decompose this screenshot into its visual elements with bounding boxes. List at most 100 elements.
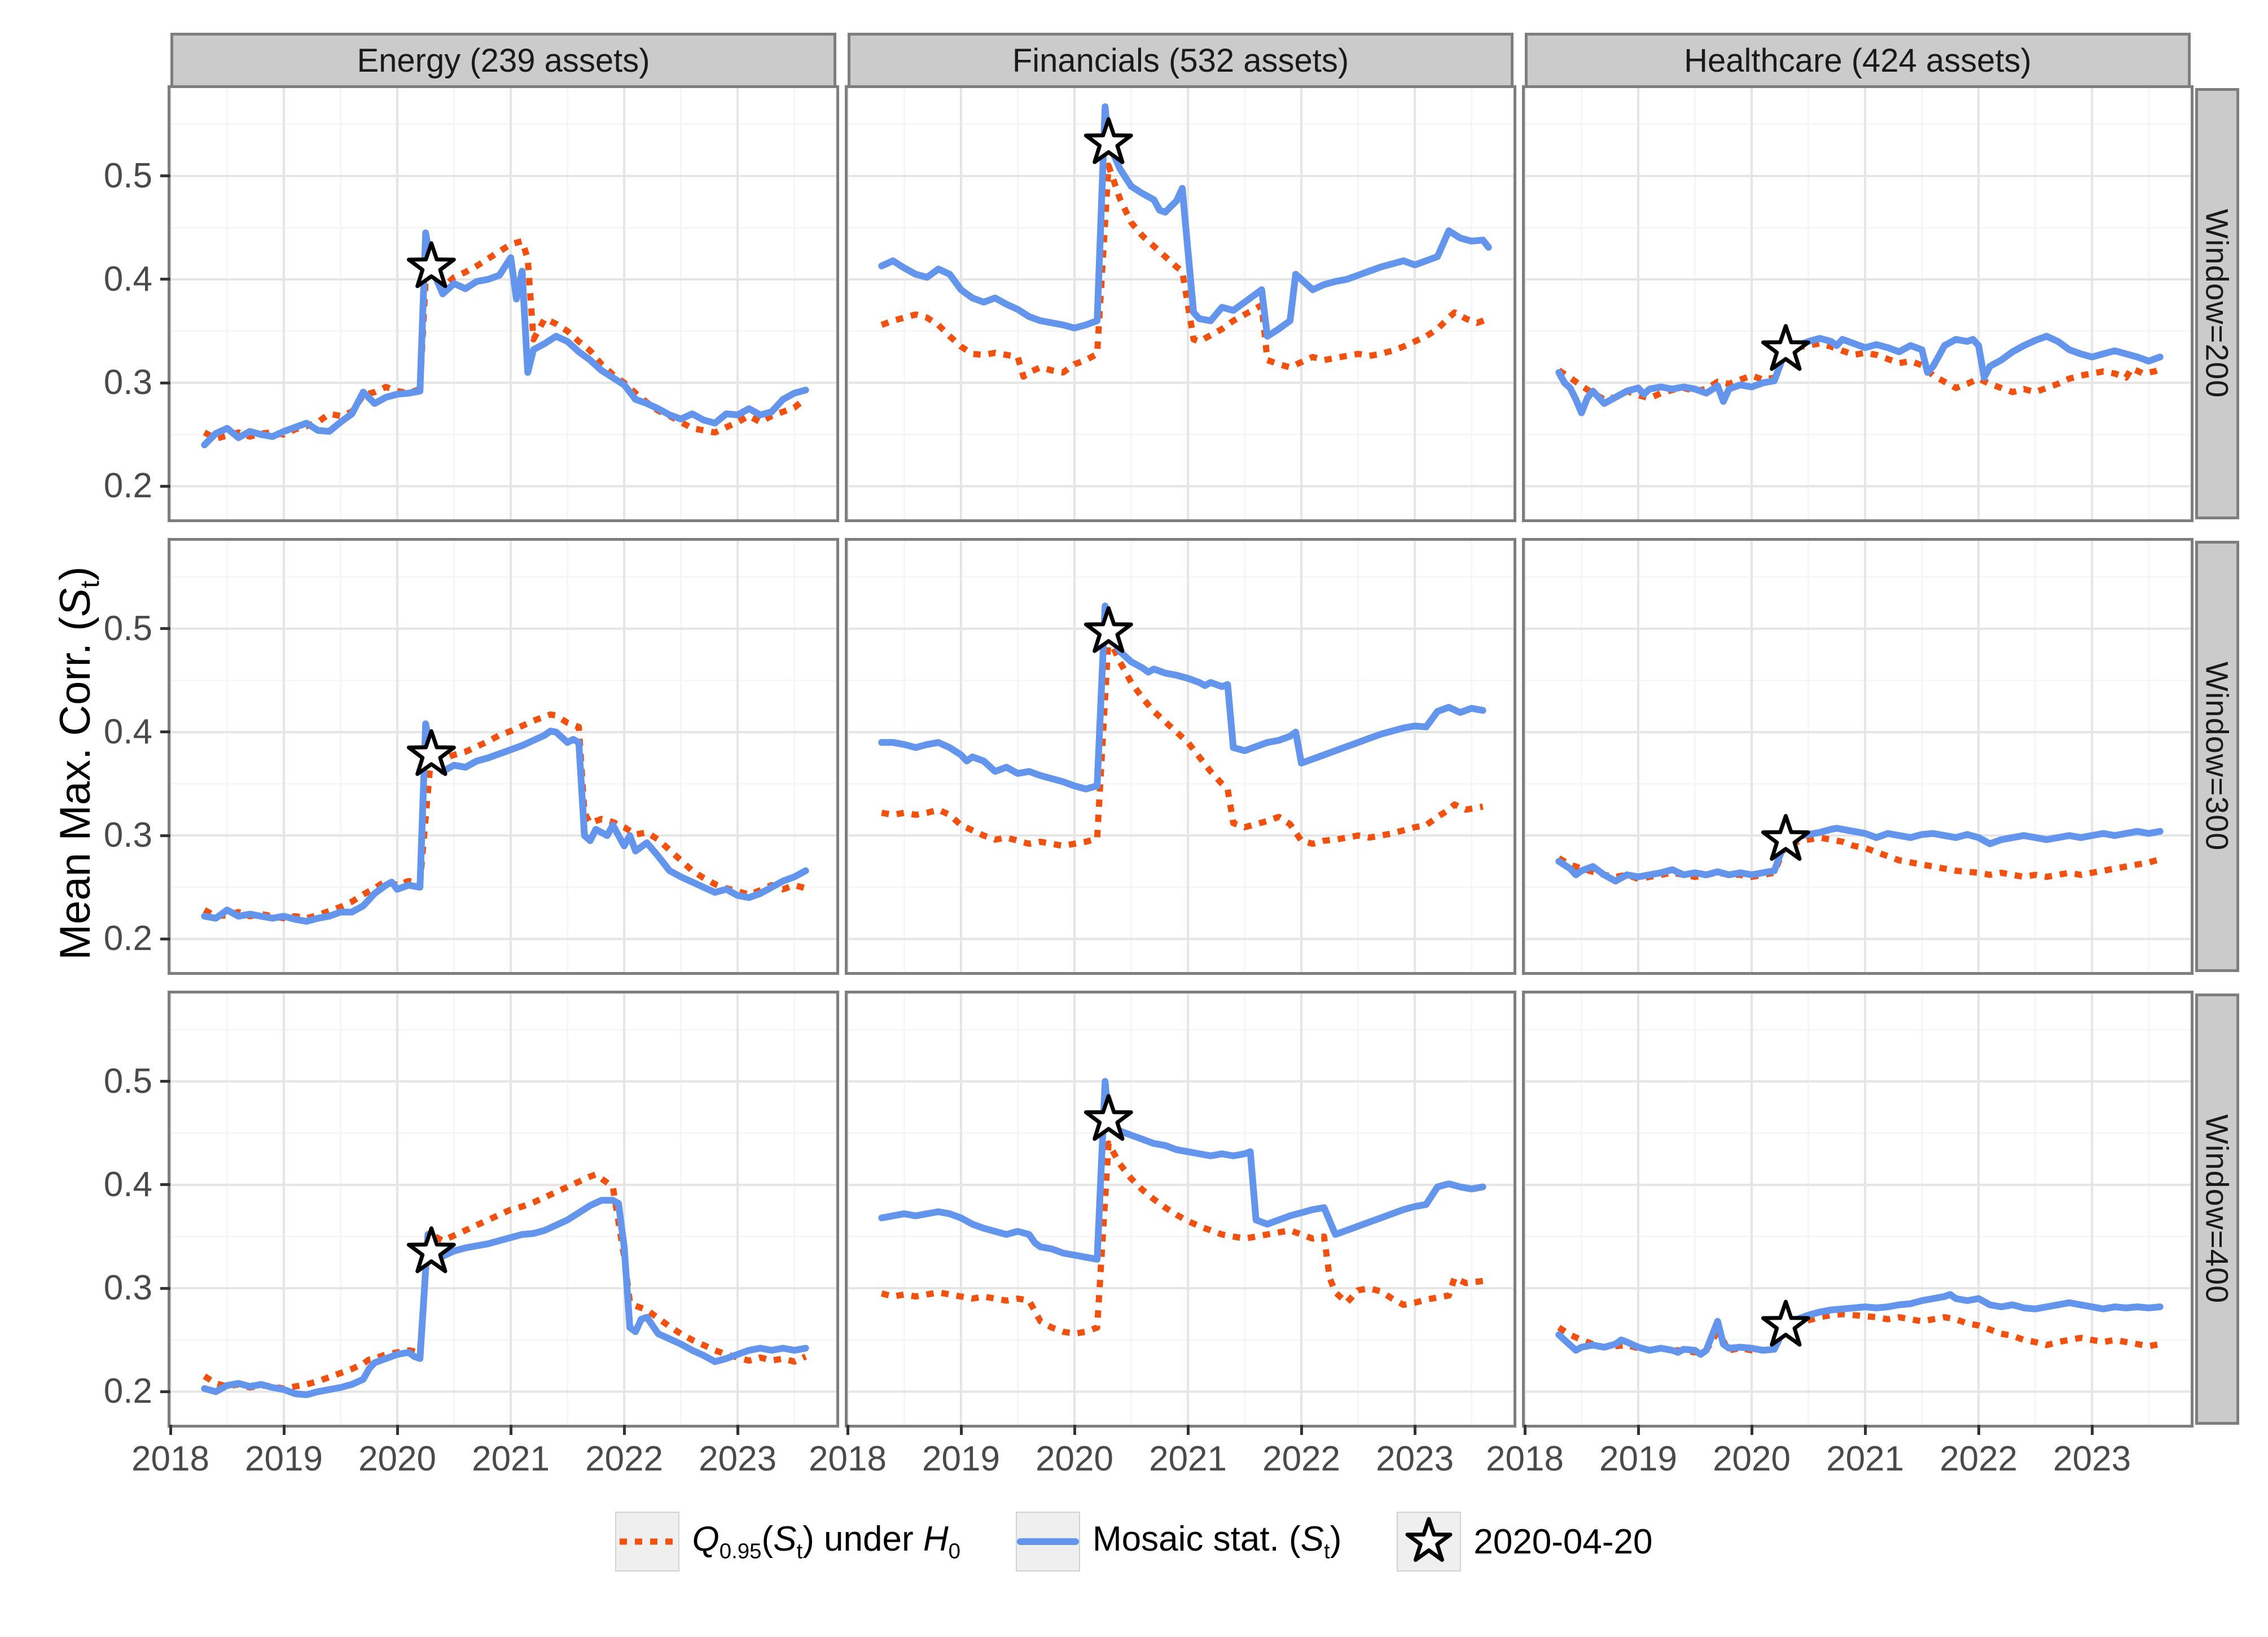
x-tick-mark [736,1425,739,1435]
event-star-marker [1083,1094,1133,1141]
x-tick-label: 2022 [585,1439,664,1478]
x-tick-mark [2090,1425,2094,1435]
x-tick-label: 2018 [131,1439,209,1478]
x-tick-mark [1413,1425,1416,1435]
x-tick-mark [846,1425,849,1435]
y-tick-label: 0.2 [103,1372,152,1411]
x-tick-mark [1750,1425,1753,1435]
y-tick-label: 0.3 [103,1268,152,1308]
y-tick-label: 0.3 [103,816,152,855]
quantile-line [880,162,1490,380]
panel-plot-svg [170,993,836,1425]
x-tick-label: 2020 [1713,1439,1791,1478]
x-tick-mark [1863,1425,1867,1435]
x-tick-label: 2019 [1599,1439,1677,1478]
legend-label-mosaic: Mosaic stat. (St) [1093,1519,1341,1564]
legend-key-quantile [615,1512,680,1572]
panel-plot-svg [170,541,836,972]
x-tick-label: 2018 [809,1439,887,1478]
quantile-line [1557,340,2161,402]
panel-financials-window200 [845,85,1516,522]
y-axis-title-sub: t [74,580,105,588]
y-tick-label: 0.2 [103,466,152,506]
y-tick-mark [160,278,170,281]
panel-energy-window300 [168,538,839,975]
legend-mosaic-text: Mosaic stat. ( [1093,1520,1301,1559]
event-star-marker [1083,606,1133,653]
quantile-line [1557,1311,2161,1356]
panel-plot-svg [848,541,1514,972]
y-tick-mark [160,1390,170,1393]
legend-quantile-s: S [773,1520,797,1559]
y-tick-label: 0.2 [103,919,152,958]
x-tick-mark [509,1425,512,1435]
facet-strip-energy-label: Energy (239 assets) [357,42,650,79]
x-tick-mark [959,1425,963,1435]
legend-mosaic-s: S [1300,1520,1324,1559]
legend-label-star: 2020-04-20 [1473,1522,1652,1562]
star-marker-sample-icon [1405,1517,1453,1562]
x-tick-mark [396,1425,399,1435]
y-tick-mark [160,730,170,734]
y-tick-mark [160,1183,170,1187]
legend-quantile-q: Q [692,1520,720,1559]
legend-quantile-paren: ( [761,1520,774,1559]
x-tick-label: 2019 [245,1439,323,1478]
panel-financials-window300 [845,538,1516,975]
x-tick-mark [1186,1425,1190,1435]
legend-mosaic-sub: t [1324,1539,1330,1564]
x-tick-label: 2021 [1826,1439,1905,1478]
panel-plot-svg [1525,993,2191,1425]
mosaic-line [1555,825,2164,885]
y-tick-label: 0.5 [103,1061,152,1101]
event-star-marker [1761,324,1810,371]
x-tick-mark [169,1425,172,1435]
legend-quantile-h: H [923,1520,949,1559]
panel-plot-svg [170,88,836,519]
y-axis-title-text: Mean Max. Corr. ( [51,616,99,960]
x-tick-mark [1977,1425,1980,1435]
panel-plot-svg [848,88,1514,519]
panel-energy-window200 [168,85,839,522]
event-star-marker [406,1226,456,1273]
y-tick-mark [160,937,170,940]
x-tick-mark [1523,1425,1526,1435]
x-tick-label: 2021 [1149,1439,1227,1478]
legend-quantile-under: ) under [802,1520,923,1559]
facet-strip-window300: Window=300 [2195,541,2239,972]
panel-plot-svg [1525,88,2191,519]
facet-strip-window300-label: Window=300 [2199,662,2235,851]
legend-label-quantile: Q0.95(St) under H0 [692,1519,960,1564]
event-star-marker [1083,117,1133,164]
star-marker-sample [1405,1517,1453,1562]
mosaic-line [201,1197,809,1398]
x-tick-mark [622,1425,626,1435]
legend-item-star: 2020-04-20 [1397,1512,1653,1572]
y-tick-mark [160,484,170,488]
mosaic-line [878,1078,1486,1263]
x-tick-label: 2020 [358,1439,436,1478]
y-tick-mark [160,174,170,178]
facet-strip-financials: Financials (532 assets) [848,33,1514,88]
facet-strip-window400: Window=400 [2195,993,2239,1425]
mosaic-line [1555,332,2164,417]
x-tick-label: 2019 [922,1439,1000,1478]
legend-quantile-sub1: 0.95 [719,1539,762,1564]
y-tick-label: 0.5 [103,609,152,648]
x-tick-label: 2023 [2053,1439,2131,1478]
event-star-marker [406,729,456,776]
legend-key-mosaic [1016,1512,1081,1572]
facet-strip-healthcare: Healthcare (424 assets) [1525,33,2191,88]
legend-item-mosaic: Mosaic stat. (St) [1016,1512,1341,1572]
y-tick-mark [160,627,170,631]
panel-energy-window400 [168,991,839,1428]
event-star-marker [1761,814,1810,861]
panel-healthcare-window300 [1522,538,2194,975]
event-star-marker [1761,1299,1810,1347]
x-tick-label: 2022 [1262,1439,1341,1478]
quantile-line-sample-icon [620,1538,675,1545]
y-tick-label: 0.4 [103,1165,152,1204]
y-tick-label: 0.3 [103,363,152,402]
y-tick-label: 0.4 [103,259,152,299]
facet-strip-financials-label: Financials (532 assets) [1012,42,1349,79]
